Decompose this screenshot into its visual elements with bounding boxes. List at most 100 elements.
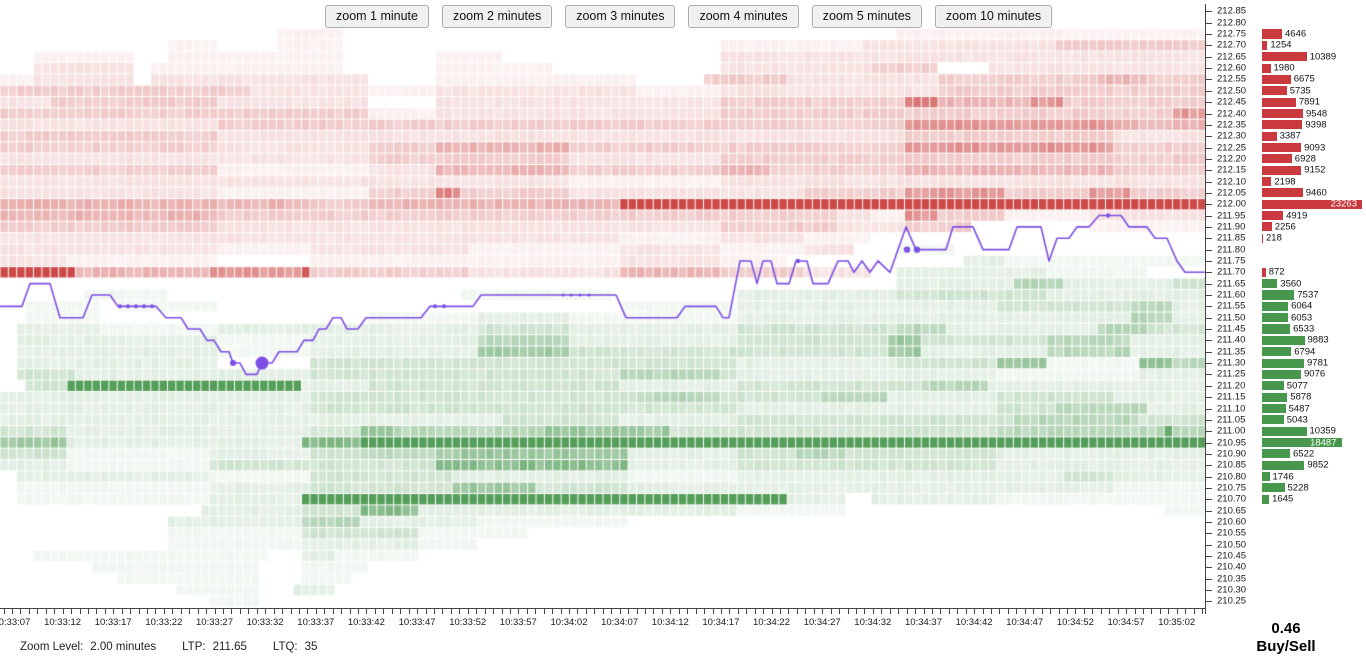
price-tick-label: 211.85 [1217,232,1246,244]
depth-bar-buy [1262,324,1291,334]
price-tick-label: 212.60 [1217,62,1247,74]
price-tick [1205,113,1212,115]
time-tick [628,609,630,614]
price-tick-label: 210.65 [1217,505,1247,517]
price-tick-label: 211.90 [1217,221,1246,233]
price-tick [1205,453,1212,455]
time-axis-line [0,608,1206,609]
depth-value: 1645 [1272,493,1294,505]
price-tick [1205,45,1212,47]
price-tick [1205,499,1212,501]
depth-bar-buy [1262,437,1342,448]
depth-bar-sell [1262,176,1272,187]
time-tick-label: 10:34:42 [955,617,993,628]
price-tick [1205,556,1212,557]
time-tick [113,609,115,614]
depth-value: 9852 [1307,459,1329,471]
time-tick-label: 10:34:37 [905,617,942,628]
depth-value: 18487 [1310,437,1337,448]
zoom-button-3[interactable]: zoom 3 minutes [565,5,676,28]
time-tick [222,609,224,614]
price-axis-line [1205,4,1206,614]
depth-bar-buy [1262,460,1305,470]
zoom-button-4[interactable]: zoom 4 minutes [688,5,799,28]
time-tick [433,609,435,614]
depth-bar-buy [1262,449,1290,459]
time-tick-label: 10:33:32 [246,617,284,628]
depth-bar-buy [1262,483,1285,493]
price-tick-label: 211.15 [1217,391,1246,403]
price-tick [1205,261,1212,262]
price-tick [1205,578,1212,580]
price-tick [1205,476,1212,478]
price-tick [1205,306,1212,308]
time-tick [231,609,233,614]
time-tick [1134,609,1136,614]
price-tick-label: 210.45 [1217,550,1247,562]
time-tick [206,609,208,614]
time-tick [923,609,925,614]
time-tick [239,609,241,614]
depth-heatmap-canvas[interactable] [0,0,1206,608]
price-tick-label: 212.15 [1217,164,1247,176]
depth-value: 9398 [1305,119,1327,131]
depth-value: 7537 [1297,289,1319,301]
depth-value: 6522 [1293,448,1315,460]
time-tick [687,609,689,614]
time-tick [425,609,427,614]
depth-value: 5077 [1286,380,1308,392]
price-tick-label: 211.30 [1217,357,1246,369]
ltq-value: 35 [304,641,318,653]
price-tick-label: 210.80 [1217,471,1247,482]
price-tick-label: 210.85 [1217,459,1247,471]
price-tick [1205,68,1212,70]
price-tick [1205,181,1212,183]
depth-value: 6928 [1294,153,1316,165]
time-tick [349,609,351,614]
depth-value: 5878 [1290,391,1312,403]
time-tick [265,609,267,614]
price-tick-label: 210.90 [1217,448,1247,460]
depth-bar-sell [1262,233,1263,243]
time-tick [408,609,410,614]
time-tick [104,609,106,614]
depth-bar-sell [1262,63,1271,73]
price-tick-label: 212.70 [1217,39,1247,51]
time-tick [28,609,30,614]
time-tick [256,609,258,614]
price-tick-label: 210.60 [1217,516,1247,528]
time-tick [138,609,140,614]
price-tick-label: 211.20 [1217,380,1246,392]
time-tick [450,609,452,614]
depth-bar-sell [1262,211,1284,221]
time-tick [315,609,317,614]
time-tick [670,609,672,614]
time-tick [763,609,765,614]
ltq-label: LTQ: [272,641,298,653]
zoom-button-1[interactable]: zoom 1 minute [325,5,429,28]
time-tick [391,609,393,614]
time-tick-label: 10:33:57 [499,617,537,628]
time-tick-label: 10:33:17 [94,617,132,628]
time-tick-label: 10:33:52 [449,617,487,628]
zoom-button-5[interactable]: zoom 5 minutes [811,5,922,28]
time-tick-label: 10:34:27 [803,617,841,628]
price-tick [1205,192,1212,194]
price-tick-label: 211.80 [1217,244,1246,256]
time-tick-label: 10:33:12 [44,617,82,628]
depth-bar-sell [1262,131,1277,141]
price-tick [1205,158,1212,160]
zoom-button-2[interactable]: zoom 2 minutes [441,5,553,28]
time-tick [695,609,697,614]
time-tick [1092,609,1094,614]
depth-value: 9548 [1306,108,1328,119]
zoom-button-6[interactable]: zoom 10 minutes [934,5,1053,28]
time-tick [940,609,942,614]
price-tick [1205,22,1212,24]
price-tick-label: 211.00 [1217,425,1246,437]
time-tick [459,609,461,614]
price-tick-label: 211.55 [1217,300,1246,312]
price-tick-label: 212.20 [1217,153,1247,165]
depth-value: 10359 [1309,425,1336,437]
